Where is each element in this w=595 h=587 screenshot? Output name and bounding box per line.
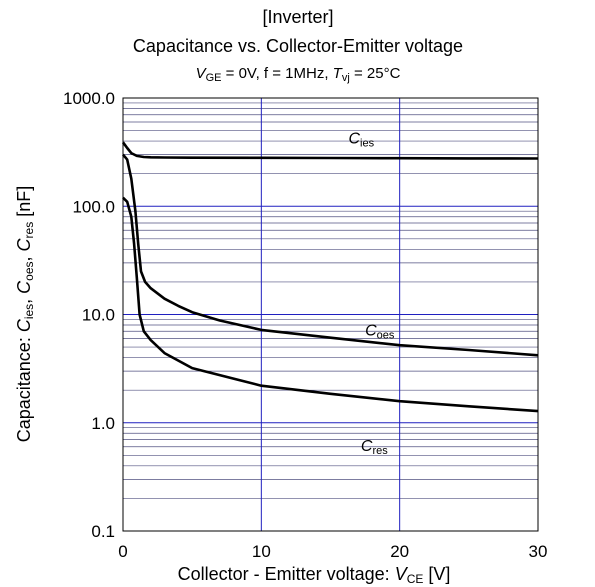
y-axis-label-sep1: , xyxy=(14,294,34,304)
x-axis-label-unit: [V] xyxy=(423,564,450,584)
chart-title-block: [Inverter] Capacitance vs. Collector-Emi… xyxy=(133,7,463,84)
x-tick-label: 10 xyxy=(252,542,271,561)
series-labels: Cies Coes Cres xyxy=(348,130,394,456)
y-tick-labels: 0.1 1.0 10.0 100.0 1000.0 xyxy=(63,89,115,541)
y-tick-label: 10.0 xyxy=(82,306,115,325)
conditions-vge-value: = 0V, f = 1MHz, xyxy=(222,65,333,82)
conditions-tvj-symbol: T xyxy=(333,65,344,82)
x-axis-label-text: Collector - Emitter voltage: xyxy=(178,564,395,584)
y-axis-label: Capacitance: Cies, Coes, Cres [nF] xyxy=(14,186,36,443)
y-tick-label: 1.0 xyxy=(91,414,115,433)
x-axis-label: Collector - Emitter voltage: VCE [V] xyxy=(178,564,451,586)
chart-subtitle: Capacitance vs. Collector-Emitter voltag… xyxy=(133,36,463,56)
y-axis-label-s2: C xyxy=(14,280,34,294)
y-tick-label: 100.0 xyxy=(72,197,115,216)
y-axis-label-sub3: res xyxy=(22,222,36,239)
y-axis-label-sub1: ies xyxy=(22,304,36,319)
x-tick-labels: 0 10 20 30 xyxy=(118,542,547,561)
series-line-ies xyxy=(121,141,539,160)
y-axis-label-prefix: Capacitance: xyxy=(14,332,34,442)
conditions-tvj-value: = 25°C xyxy=(350,65,401,82)
conditions-vge-sub: GE xyxy=(206,72,222,84)
y-tick-label: 1000.0 xyxy=(63,89,115,108)
series-line-res xyxy=(122,196,539,413)
y-axis-label-s1: C xyxy=(14,318,34,332)
y-axis-label-sep2: , xyxy=(14,251,34,261)
y-axis-label-s3: C xyxy=(14,237,34,251)
series-layer xyxy=(121,141,539,413)
conditions-vge-symbol: V xyxy=(196,65,208,82)
series-line-oes xyxy=(122,153,539,357)
chart-title: [Inverter] xyxy=(262,7,333,27)
x-axis-label-sub: CE xyxy=(407,572,424,586)
x-tick-label: 30 xyxy=(529,542,548,561)
series-label-res: Cres xyxy=(361,438,388,457)
x-tick-label: 20 xyxy=(390,542,409,561)
y-axis-label-sub2: oes xyxy=(22,261,36,280)
x-tick-label: 0 xyxy=(118,542,127,561)
minor-gridlines xyxy=(123,102,538,499)
x-axis-label-symbol: V xyxy=(395,564,409,584)
plot-frame xyxy=(122,97,539,532)
y-axis-label-unit: [nF] xyxy=(14,186,34,222)
conditions-tvj-sub: vj xyxy=(342,72,350,84)
series-label-oes: Coes xyxy=(365,322,395,341)
chart-conditions: VGE = 0V, f = 1MHz, Tvj = 25°C xyxy=(196,65,401,84)
series-label-ies: Cies xyxy=(348,130,374,149)
y-tick-label: 0.1 xyxy=(91,522,115,541)
